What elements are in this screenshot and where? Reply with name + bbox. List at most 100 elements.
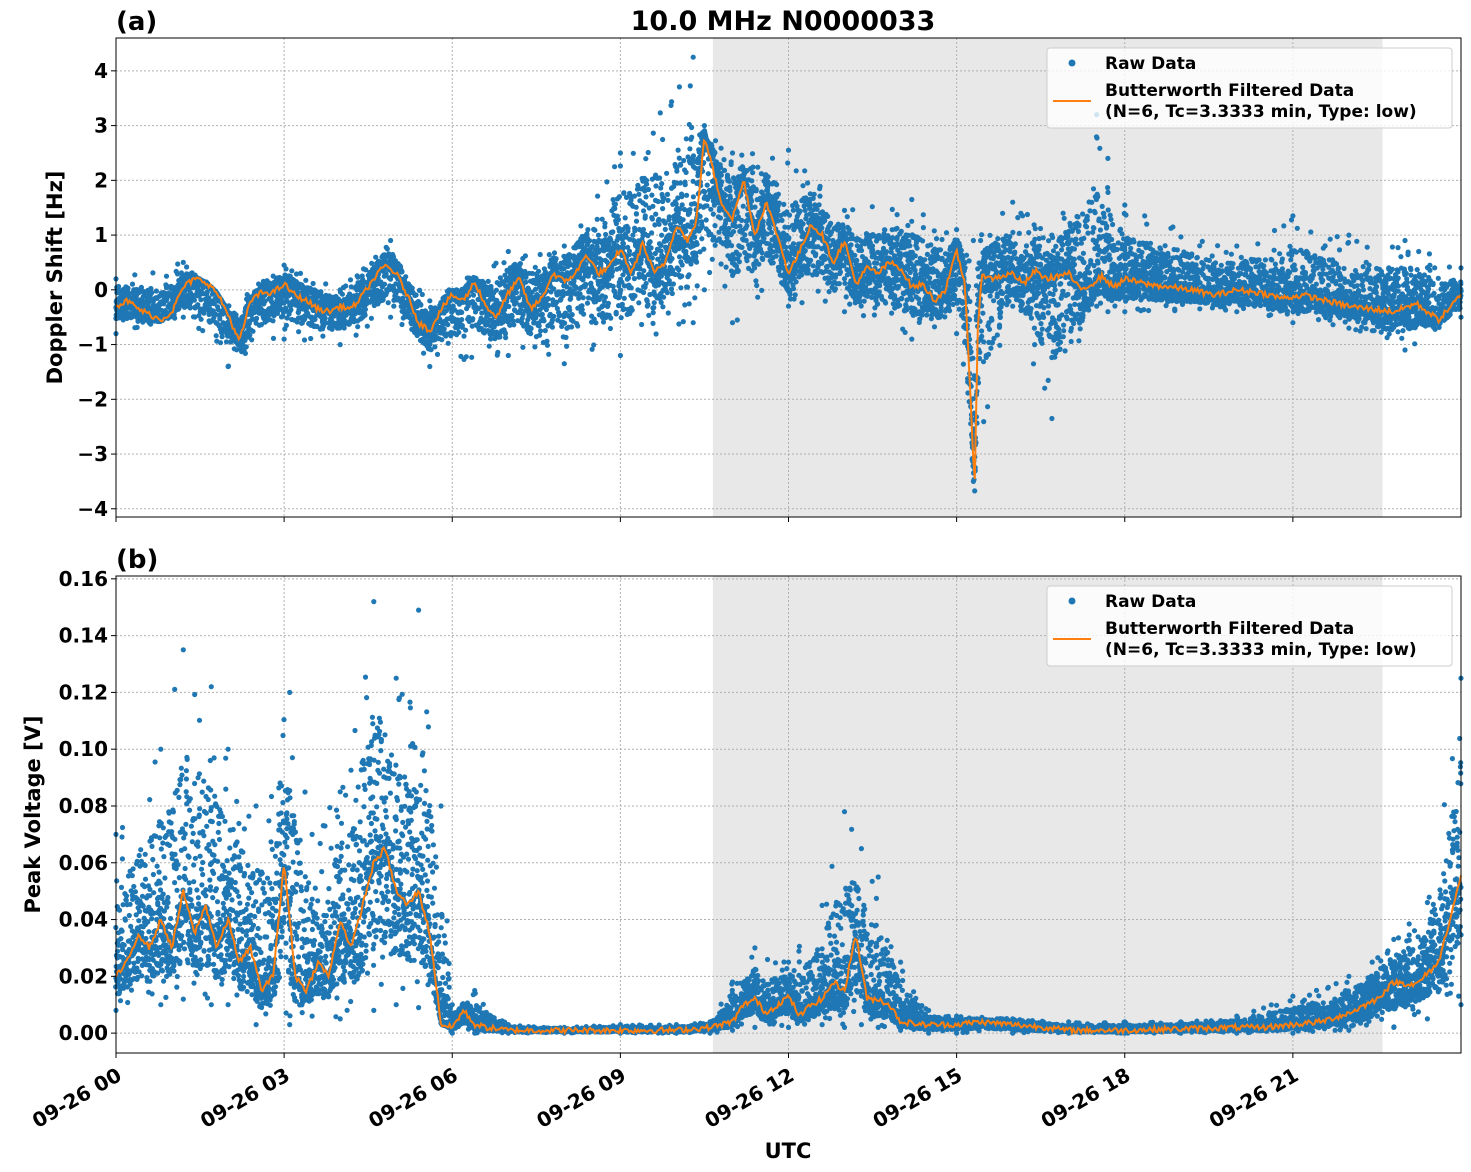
- raw-data-point: [592, 227, 598, 233]
- raw-data-point: [539, 311, 545, 317]
- raw-data-point: [669, 290, 675, 297]
- raw-data-point: [735, 268, 741, 274]
- raw-data-point: [753, 186, 759, 192]
- raw-data-point: [595, 232, 602, 238]
- raw-data-point: [362, 312, 368, 318]
- raw-data-point: [583, 261, 589, 267]
- raw-data-point: [501, 260, 507, 266]
- raw-data-point: [755, 294, 761, 300]
- raw-data-point: [545, 296, 551, 302]
- raw-data-point: [694, 283, 700, 289]
- raw-data-point: [629, 307, 635, 313]
- raw-data-point: [609, 273, 615, 279]
- raw-data-point: [301, 337, 308, 343]
- panel-a-label: (a): [116, 7, 157, 37]
- raw-data-point: [661, 294, 667, 300]
- raw-data-point: [707, 269, 713, 276]
- raw-data-point: [650, 320, 656, 326]
- raw-data-point: [517, 261, 523, 267]
- raw-data-point: [608, 315, 614, 321]
- raw-data-point: [341, 325, 347, 331]
- raw-data-point: [532, 264, 538, 270]
- raw-data-point: [739, 244, 745, 250]
- raw-data-point: [243, 344, 249, 350]
- raw-data-point: [729, 243, 735, 249]
- raw-data-point: [683, 136, 689, 142]
- raw-data-point: [697, 213, 703, 219]
- raw-data-point: [721, 157, 727, 163]
- raw-data-point: [649, 230, 655, 236]
- raw-data-point: [381, 281, 388, 287]
- raw-data-point: [493, 260, 499, 266]
- raw-data-point: [687, 207, 693, 213]
- raw-data-point: [364, 323, 370, 329]
- raw-data-point: [523, 279, 529, 285]
- raw-data-point: [432, 344, 438, 350]
- raw-data-point: [718, 145, 724, 151]
- raw-data-point: [445, 322, 451, 328]
- raw-data-point: [551, 313, 557, 319]
- raw-data-point: [681, 157, 687, 164]
- raw-data-point: [187, 305, 193, 311]
- raw-data-point: [643, 280, 649, 287]
- raw-data-point: [584, 300, 591, 306]
- raw-data-point: [718, 261, 724, 267]
- raw-data-point: [563, 334, 569, 340]
- raw-data-point: [722, 220, 729, 227]
- raw-data-point: [633, 204, 639, 210]
- raw-data-point: [502, 331, 508, 337]
- raw-data-point: [704, 182, 710, 188]
- raw-data-point: [690, 194, 697, 200]
- raw-data-point: [743, 237, 749, 243]
- raw-data-point: [712, 242, 718, 248]
- raw-data-point: [384, 246, 390, 252]
- raw-data-point: [217, 340, 224, 346]
- raw-data-point: [703, 217, 709, 223]
- raw-data-point: [536, 268, 542, 274]
- raw-data-point: [718, 172, 724, 178]
- raw-data-point: [537, 251, 543, 258]
- raw-data-point: [343, 283, 349, 289]
- raw-data-point: [676, 84, 683, 90]
- raw-data-point: [612, 201, 619, 207]
- raw-data-point: [528, 325, 534, 332]
- raw-data-point: [694, 241, 700, 247]
- raw-data-point: [653, 183, 659, 189]
- raw-data-point: [549, 324, 556, 330]
- raw-data-point: [682, 302, 688, 308]
- raw-data-point: [583, 281, 589, 287]
- raw-data-point: [600, 319, 607, 325]
- raw-data-point: [551, 250, 558, 256]
- raw-data-point: [659, 232, 665, 238]
- raw-data-point: [612, 164, 618, 170]
- raw-data-point: [308, 335, 314, 342]
- raw-data-point: [522, 253, 529, 259]
- raw-data-point: [689, 124, 695, 131]
- raw-data-point: [609, 269, 616, 275]
- raw-data-point: [578, 223, 584, 229]
- raw-data-point: [726, 225, 732, 232]
- raw-data-point: [692, 295, 698, 301]
- raw-data-point: [650, 310, 656, 316]
- raw-data-point: [620, 241, 627, 247]
- raw-data-point: [723, 264, 729, 270]
- raw-data-point: [153, 288, 159, 294]
- raw-data-point: [310, 280, 316, 287]
- raw-data-point: [562, 320, 568, 326]
- raw-data-point: [679, 273, 685, 279]
- raw-data-point: [296, 329, 302, 335]
- raw-data-point: [633, 211, 640, 217]
- raw-data-point: [403, 274, 409, 280]
- raw-data-point: [749, 151, 756, 157]
- raw-data-point: [625, 225, 631, 231]
- raw-data-point: [213, 333, 219, 339]
- raw-data-point: [602, 294, 609, 300]
- raw-data-point: [513, 289, 520, 296]
- raw-data-point: [175, 261, 181, 267]
- raw-data-point: [687, 83, 693, 89]
- raw-data-point: [461, 333, 467, 339]
- raw-data-point: [752, 204, 758, 210]
- raw-data-point: [347, 277, 354, 283]
- raw-data-point: [569, 312, 575, 318]
- raw-data-point: [456, 329, 462, 335]
